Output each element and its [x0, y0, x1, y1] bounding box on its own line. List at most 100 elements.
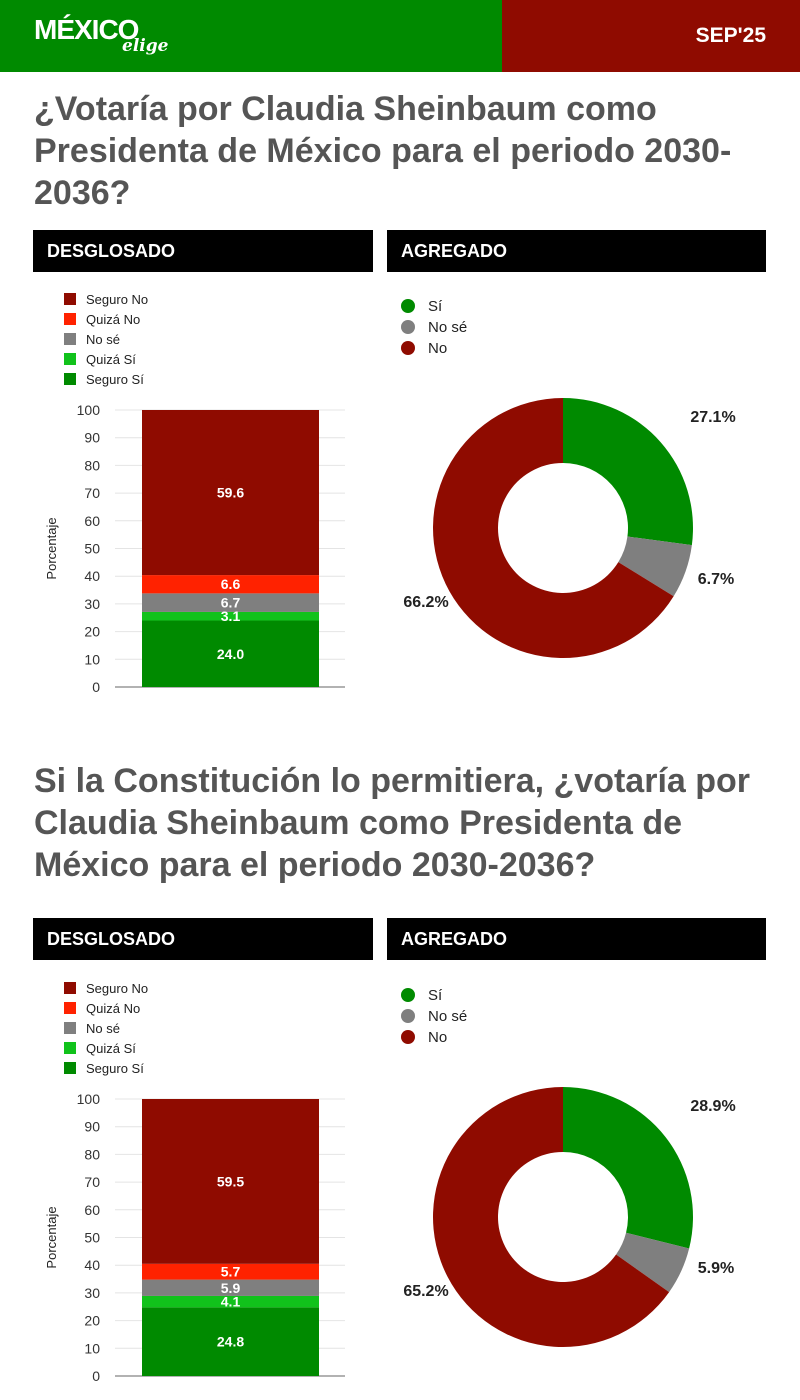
- y-tick-label: 10: [84, 1340, 100, 1356]
- y-tick-label: 40: [84, 568, 100, 584]
- donut-data-label: 65.2%: [403, 1283, 448, 1300]
- legend-label: Quizá Sí: [86, 1041, 136, 1056]
- legend-swatch: [64, 1042, 76, 1054]
- section-header-desglosado-1: DESGLOSADO: [33, 230, 373, 272]
- bar-data-label: 4.1: [221, 1294, 241, 1310]
- legend-swatch: [64, 313, 76, 325]
- y-tick-label: 60: [84, 513, 100, 529]
- bar-data-label: 5.9: [221, 1280, 241, 1296]
- legend-label: Quizá Sí: [86, 352, 136, 367]
- y-tick-label: 90: [84, 430, 100, 446]
- y-tick-label: 20: [84, 1313, 100, 1329]
- legend-marker: [401, 1009, 415, 1023]
- y-tick-label: 30: [84, 1285, 100, 1301]
- legend-label: Quizá No: [86, 1001, 140, 1016]
- legend-swatch: [64, 293, 76, 305]
- question-title-2: Si la Constitución lo permitiera, ¿votar…: [34, 762, 751, 884]
- legend-label: No sé: [428, 319, 467, 336]
- bar-data-label: 24.8: [217, 1334, 244, 1350]
- section-header-agregado-2: AGREGADO: [387, 918, 766, 960]
- donut-slice-no: [433, 1087, 670, 1348]
- bar-data-label: 59.5: [217, 1173, 244, 1189]
- y-tick-label: 20: [84, 624, 100, 640]
- bar-segment-seguro-no: [142, 1099, 319, 1264]
- y-axis-label: Porcentaje: [44, 517, 59, 579]
- legend-label: Seguro No: [86, 981, 148, 996]
- legend-label: Seguro Sí: [86, 1061, 144, 1076]
- donut-slice-si: [563, 1087, 693, 1249]
- legend-label: No sé: [86, 332, 120, 347]
- bar-segment-seguro-no: [142, 410, 319, 576]
- legend-swatch: [64, 982, 76, 994]
- bar-segment-quizá-no: [142, 1263, 319, 1280]
- bar-segment-seguro-sí: [142, 620, 319, 687]
- legend-swatch: [64, 333, 76, 345]
- legend-swatch: [64, 1002, 76, 1014]
- legend-label: Seguro Sí: [86, 372, 144, 387]
- legend-marker: [401, 1030, 415, 1044]
- bar-data-label: 5.7: [221, 1264, 241, 1280]
- question-title-1: ¿Votaría por Claudia Sheinbaum como Pres…: [34, 90, 732, 212]
- y-tick-label: 50: [84, 1230, 100, 1246]
- section-header-agregado-1: AGREGADO: [387, 230, 766, 272]
- y-axis-label: Porcentaje: [44, 1206, 59, 1268]
- donut-data-label: 28.9%: [690, 1098, 735, 1115]
- donut-slice-no-se: [618, 536, 692, 597]
- header-green-band: [0, 0, 502, 72]
- section-header-desglosado-2: DESGLOSADO: [33, 918, 373, 960]
- legend-label: Seguro No: [86, 292, 148, 307]
- bar-segment-quizá-sí: [142, 611, 319, 621]
- donut-slice-no-se: [616, 1232, 690, 1293]
- legend-swatch: [64, 1062, 76, 1074]
- bar-data-label: 6.6: [221, 576, 241, 592]
- y-tick-label: 80: [84, 1146, 100, 1162]
- bar-segment-quizá-no: [142, 575, 319, 594]
- survey-date: SEP'25: [695, 24, 766, 47]
- donut-data-label: 66.2%: [403, 594, 448, 611]
- legend-label: No sé: [428, 1008, 467, 1025]
- bar-segment-seguro-sí: [142, 1307, 319, 1376]
- donut-data-label: 6.7%: [698, 571, 734, 588]
- logo: MÉXICO: [34, 14, 139, 45]
- y-tick-label: 80: [84, 457, 100, 473]
- legend-swatch: [64, 353, 76, 365]
- legend-marker: [401, 299, 415, 313]
- donut-slice-no: [433, 397, 674, 658]
- donut-data-label: 27.1%: [690, 409, 735, 426]
- legend-marker: [401, 341, 415, 355]
- y-tick-label: 70: [84, 485, 100, 501]
- logo-subtitle: elige: [122, 36, 169, 56]
- bar-data-label: 59.6: [217, 485, 244, 501]
- legend-swatch: [64, 373, 76, 385]
- y-tick-label: 90: [84, 1119, 100, 1135]
- y-tick-label: 50: [84, 541, 100, 557]
- y-tick-label: 40: [84, 1257, 100, 1273]
- y-tick-label: 100: [77, 402, 101, 418]
- bar-data-label: 6.7: [221, 595, 241, 611]
- donut-slice-si: [563, 398, 693, 546]
- legend-label: Quizá No: [86, 312, 140, 327]
- y-tick-label: 60: [84, 1202, 100, 1218]
- bar-segment-no-sé: [142, 1279, 319, 1296]
- header-red-band: [502, 0, 800, 72]
- y-tick-label: 0: [92, 679, 100, 695]
- legend-label: Sí: [428, 987, 443, 1004]
- donut-data-label: 5.9%: [698, 1260, 734, 1277]
- legend-label: Sí: [428, 298, 443, 315]
- y-tick-label: 30: [84, 596, 100, 612]
- legend-label: No sé: [86, 1021, 120, 1036]
- legend-label: No: [428, 340, 447, 357]
- legend-label: No: [428, 1029, 447, 1046]
- y-tick-label: 10: [84, 651, 100, 667]
- legend-swatch: [64, 1022, 76, 1034]
- legend-marker: [401, 988, 415, 1002]
- bar-data-label: 24.0: [217, 646, 244, 662]
- bar-segment-quizá-sí: [142, 1295, 319, 1308]
- y-tick-label: 70: [84, 1174, 100, 1190]
- y-tick-label: 100: [77, 1091, 101, 1107]
- legend-marker: [401, 320, 415, 334]
- y-tick-label: 0: [92, 1368, 100, 1384]
- bar-data-label: 3.1: [221, 608, 241, 624]
- bar-segment-no-sé: [142, 593, 319, 612]
